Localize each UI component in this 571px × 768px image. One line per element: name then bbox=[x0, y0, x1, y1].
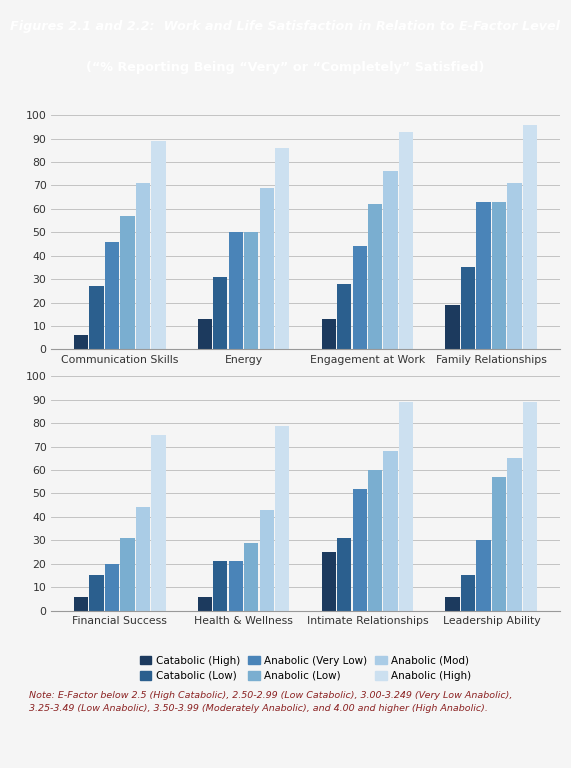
Bar bbox=[198, 319, 212, 349]
Bar bbox=[492, 477, 506, 611]
Bar bbox=[74, 336, 88, 349]
Bar bbox=[275, 425, 289, 611]
Bar bbox=[399, 131, 413, 349]
Bar bbox=[244, 232, 259, 349]
Bar bbox=[74, 597, 88, 611]
Bar bbox=[135, 183, 150, 349]
Bar bbox=[104, 242, 119, 349]
Bar bbox=[476, 202, 491, 349]
Bar bbox=[492, 202, 506, 349]
Bar bbox=[89, 286, 103, 349]
Bar bbox=[523, 124, 537, 349]
Text: Note: E-Factor below 2.5 (High Catabolic), 2.50-2.99 (Low Catabolic), 3.00-3.249: Note: E-Factor below 2.5 (High Catabolic… bbox=[29, 691, 512, 713]
Bar bbox=[461, 267, 476, 349]
Bar bbox=[461, 575, 476, 611]
Bar bbox=[228, 561, 243, 611]
Bar bbox=[104, 564, 119, 611]
Bar bbox=[337, 284, 351, 349]
Legend: Catabolic (High), Catabolic (Low), Anabolic (Very Low), Anabolic (Low), Anabolic: Catabolic (High), Catabolic (Low), Anabo… bbox=[140, 656, 471, 680]
Bar bbox=[120, 216, 135, 349]
Bar bbox=[321, 319, 336, 349]
Bar bbox=[228, 232, 243, 349]
Bar bbox=[260, 188, 274, 349]
Bar bbox=[198, 597, 212, 611]
Bar bbox=[260, 510, 274, 611]
Bar bbox=[213, 276, 227, 349]
Text: Figures 2.1 and 2.2:  Work and Life Satisfaction in Relation to E-Factor Level: Figures 2.1 and 2.2: Work and Life Satis… bbox=[10, 20, 561, 33]
Bar bbox=[384, 171, 398, 349]
Bar bbox=[368, 470, 383, 611]
Bar bbox=[135, 508, 150, 611]
Bar bbox=[275, 148, 289, 349]
Bar bbox=[151, 435, 166, 611]
Bar bbox=[368, 204, 383, 349]
Bar bbox=[337, 538, 351, 611]
Bar bbox=[89, 575, 103, 611]
Text: (“% Reporting Being “Very” or “Completely” Satisfied): (“% Reporting Being “Very” or “Completel… bbox=[86, 61, 485, 74]
Bar bbox=[508, 458, 522, 611]
Bar bbox=[523, 402, 537, 611]
Legend: Catabolic (High), Catabolic (Low), Anabolic (Very Low), Anabolic (Low), Anabolic: Catabolic (High), Catabolic (Low), Anabo… bbox=[140, 395, 471, 419]
Bar bbox=[352, 488, 367, 611]
Bar bbox=[321, 552, 336, 611]
Bar bbox=[384, 452, 398, 611]
Bar bbox=[445, 305, 460, 349]
Bar bbox=[445, 597, 460, 611]
Bar bbox=[399, 402, 413, 611]
Bar bbox=[244, 543, 259, 611]
Bar bbox=[508, 183, 522, 349]
Bar bbox=[120, 538, 135, 611]
Bar bbox=[476, 541, 491, 611]
Bar bbox=[213, 561, 227, 611]
Bar bbox=[151, 141, 166, 349]
Bar bbox=[352, 247, 367, 349]
